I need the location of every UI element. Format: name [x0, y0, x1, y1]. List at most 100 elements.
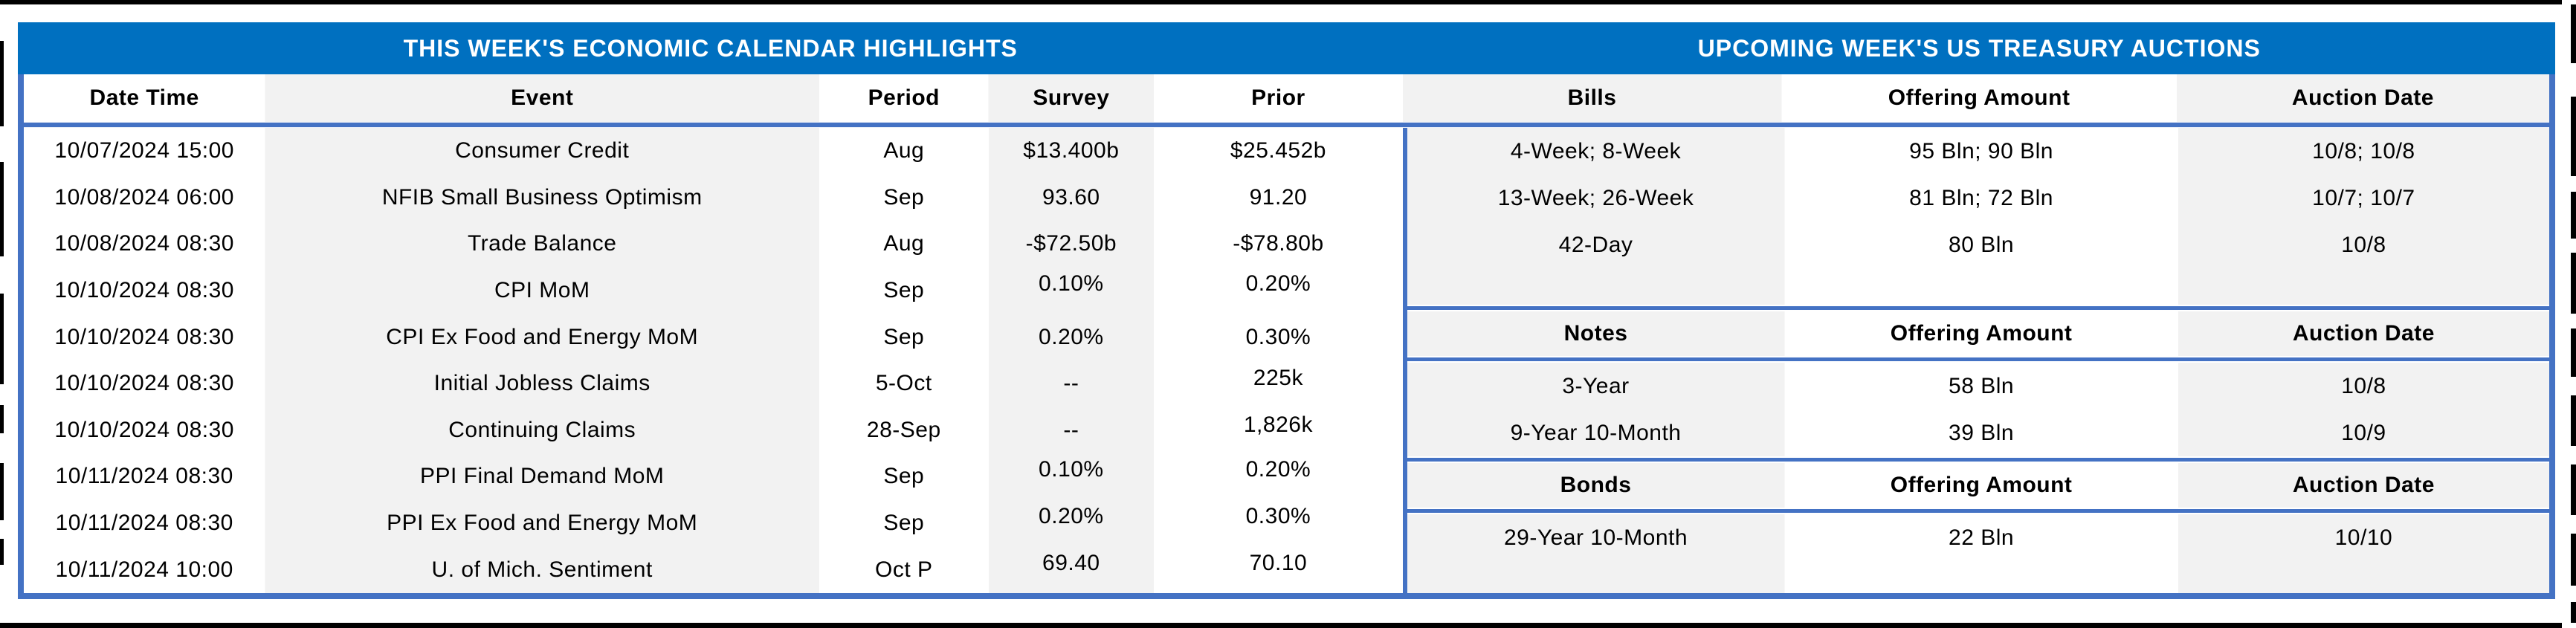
table-cell: 80 Bln	[1949, 232, 2015, 257]
table-cell: 4-Week; 8-Week	[1510, 138, 1682, 164]
table-cell: 10/9	[2341, 420, 2386, 445]
table-cell: 10/10/2024 08:30	[54, 278, 234, 303]
edge-segment	[0, 41, 4, 126]
screen-edge-right	[2571, 0, 2576, 628]
header-auction-date: Auction Date	[2291, 85, 2434, 110]
table-row: 10/11/2024 08:30 PPI Final Demand MoM Sep 0…	[24, 453, 1403, 500]
table-cell: 13-Week; 26-Week	[1497, 185, 1694, 210]
section-separator	[1407, 356, 2549, 363]
table-cell: 39 Bln	[1949, 420, 2015, 445]
bonds-header-row: Bonds Offering Amount Auction Date	[1407, 463, 2549, 508]
table-cell: 42-Day	[1558, 232, 1633, 257]
table-cell: 0.20%	[1039, 324, 1104, 349]
table-row: 9-Year 10-Month 39 Bln 10/9	[1407, 410, 2549, 456]
table-cell: NFIB Small Business Optimism	[381, 184, 703, 210]
table-cell: 10/8; 10/8	[2312, 138, 2415, 164]
table-body: 10/07/2024 15:00 Consumer Credit Aug $13.40…	[24, 128, 2549, 593]
table-cell: 3-Year	[1562, 373, 1630, 398]
table-cell: 10/11/2024 08:30	[55, 464, 233, 489]
table-cell: 9-Year 10-Month	[1510, 420, 1682, 445]
table-cell: PPI Final Demand MoM	[419, 464, 665, 489]
table-cell: 10/07/2024 15:00	[54, 138, 234, 164]
table-cell: Sep	[883, 324, 925, 349]
table-cell: 22 Bln	[1949, 525, 2015, 550]
table-cell: 10/8	[2341, 232, 2386, 257]
table-cell: 10/08/2024 08:30	[54, 231, 234, 256]
edge-segment	[2571, 602, 2576, 623]
column-header-row: Date Time Event Period Survey Prior Bill…	[24, 74, 2549, 122]
table-cell: U. of Mich. Sentiment	[431, 557, 653, 582]
table-row: 10/10/2024 08:30 CPI Ex Food and Energy M…	[24, 314, 1403, 360]
table-cell: -$72.50b	[1025, 231, 1117, 256]
bonds-header-offering-amount: Offering Amount	[1890, 473, 2073, 497]
table-cell: 5-Oct	[875, 371, 932, 396]
table-cell: 0.10%	[1039, 271, 1104, 297]
table-cell: 69.40	[1042, 550, 1100, 575]
header-event: Event	[511, 85, 574, 110]
bonds-section: 29-Year 10-Month 22 Bln 10/10	[1407, 514, 2549, 593]
table-cell: 10/10/2024 08:30	[54, 417, 234, 442]
table-row: 10/08/2024 06:00 NFIB Small Business Opti…	[24, 175, 1403, 221]
table-cell: Sep	[883, 278, 925, 303]
header-separator	[24, 122, 2549, 128]
table-cell: 0.30%	[1245, 324, 1311, 349]
screen-edge-bottom	[0, 623, 2562, 628]
header-notes: Notes	[1563, 321, 1628, 346]
table-cell: 0.20%	[1245, 271, 1311, 297]
bills-section: 4-Week; 8-Week 95 Bln; 90 Bln 10/8; 10/8 13…	[1407, 128, 2549, 305]
table-cell: 0.30%	[1245, 504, 1311, 529]
edge-segment	[2571, 464, 2576, 515]
table-cell: 58 Bln	[1949, 373, 2015, 398]
bonds-header-auction-date: Auction Date	[2292, 473, 2435, 497]
edge-segment	[2571, 97, 2576, 176]
table-row: 4-Week; 8-Week 95 Bln; 90 Bln 10/8; 10/8	[1407, 128, 2549, 175]
table-cell: 10/10	[2334, 525, 2393, 550]
table-cell: -$78.80b	[1233, 231, 1324, 256]
table-cell: PPI Ex Food and Energy MoM	[387, 511, 698, 536]
table-cell: 29-Year 10-Month	[1504, 525, 1688, 550]
table-row: 10/10/2024 08:30 CPI MoM Sep 0.10% 0.20%	[24, 268, 1403, 314]
header-prior: Prior	[1251, 85, 1305, 110]
table-cell: Consumer Credit	[455, 138, 630, 164]
table-cell: 10/7; 10/7	[2312, 185, 2415, 210]
table-cell: 0.20%	[1245, 457, 1311, 482]
edge-segment	[2571, 4, 2576, 63]
header-survey: Survey	[1033, 85, 1110, 110]
table-cell: 10/10/2024 08:30	[54, 371, 234, 396]
section-separator	[1407, 305, 2549, 311]
table-cell: Continuing Claims	[448, 417, 636, 442]
header-date-time: Date Time	[89, 85, 199, 110]
economic-calendar-rows: 10/07/2024 15:00 Consumer Credit Aug $13.40…	[24, 128, 1403, 593]
edge-segment	[0, 162, 4, 256]
table-row: 10/11/2024 08:30 PPI Ex Food and Energy M…	[24, 500, 1403, 547]
notes-header-offering-amount: Offering Amount	[1890, 321, 2073, 346]
header-period: Period	[868, 85, 940, 110]
edge-segment	[2571, 534, 2576, 586]
table-cell: 91.20	[1249, 184, 1308, 210]
table-cell: 10/8	[2341, 373, 2386, 398]
edge-segment	[2571, 395, 2576, 446]
notes-header-row: Notes Offering Amount Auction Date	[1407, 311, 2549, 356]
table-cell: Oct P	[875, 557, 933, 582]
table-cell: Sep	[883, 464, 925, 489]
table-cell: 70.10	[1249, 550, 1308, 575]
table-cell: 95 Bln; 90 Bln	[1909, 138, 2053, 164]
table-row: 3-Year 58 Bln 10/8	[1407, 363, 2549, 410]
edge-segment	[0, 294, 4, 384]
table-cell: Sep	[883, 511, 925, 536]
table-cell: Sep	[883, 184, 925, 210]
table-cell: 28-Sep	[866, 417, 941, 442]
table-cell: CPI MoM	[494, 278, 590, 303]
header-bonds: Bonds	[1560, 473, 1632, 497]
economic-calendar-and-auctions-table: THIS WEEK'S ECONOMIC CALENDAR HIGHLIGHTS…	[18, 22, 2555, 599]
table-cell: $25.452b	[1230, 138, 1326, 164]
section-separator	[1407, 508, 2549, 514]
table-cell: --	[1063, 371, 1079, 396]
table-cell: $13.400b	[1023, 138, 1120, 164]
edge-segment	[0, 405, 4, 433]
table-row: 10/07/2024 15:00 Consumer Credit Aug $13.40…	[24, 128, 1403, 175]
table-cell: 10/11/2024 08:30	[55, 511, 233, 536]
table-cell: Aug	[883, 231, 925, 256]
notes-header-auction-date: Auction Date	[2292, 321, 2435, 346]
table-cell: 93.60	[1042, 184, 1100, 210]
